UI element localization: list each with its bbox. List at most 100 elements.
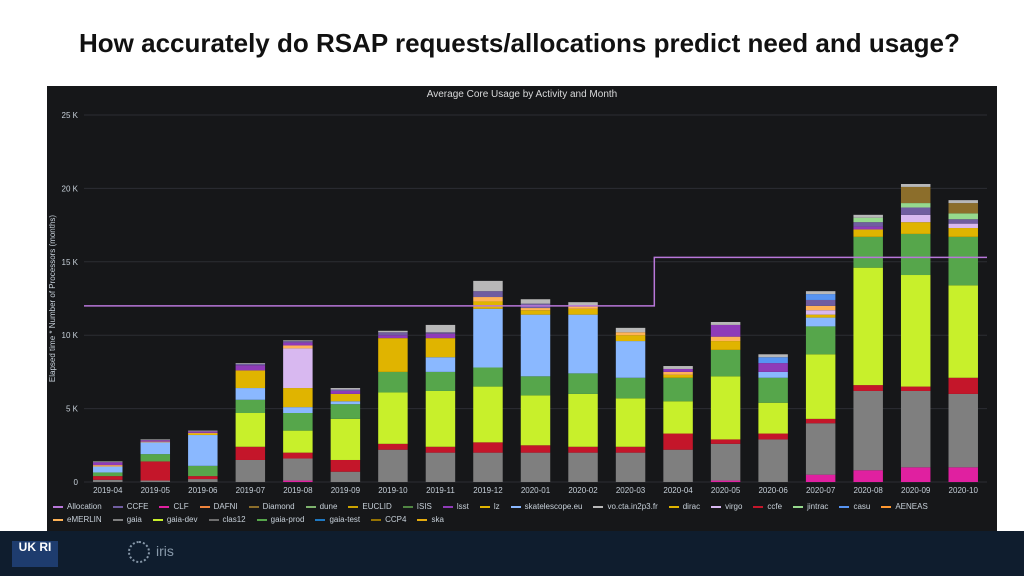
bar-segment-ccfe xyxy=(378,443,408,450)
bar-segment-gaia xyxy=(188,479,218,482)
bar-segment-ccfe xyxy=(758,433,788,440)
legend-label: jintrac xyxy=(807,502,829,511)
bar-segment-gaia xyxy=(140,480,171,482)
bar-segment-gaia xyxy=(853,390,883,471)
legend-item[interactable]: jintrac xyxy=(793,500,828,513)
bar-segment-gaia-prod xyxy=(93,472,123,477)
legend-item[interactable]: CCFE xyxy=(112,500,148,513)
bar-segment-clf xyxy=(948,467,978,482)
bar-segment-skatelescope-eu xyxy=(283,407,313,414)
legend-item[interactable]: gaia xyxy=(112,513,142,526)
bar-segment-gaia-prod xyxy=(948,236,978,286)
bar-segment-emerlin xyxy=(805,305,836,311)
bar-segment-gaia-prod xyxy=(425,371,456,391)
legend-swatch xyxy=(510,505,521,508)
legend-swatch xyxy=(256,518,267,521)
bar-segment-vo-cta-in2p3-fr xyxy=(93,461,123,463)
bar-segment-gaia-prod xyxy=(235,399,266,414)
bar-segment-emerlin xyxy=(283,345,313,349)
bar-segment-vo-cta-in2p3-fr xyxy=(330,388,361,390)
bar-segment-lsst xyxy=(140,440,171,442)
legend-swatch xyxy=(305,505,316,508)
legend-item[interactable]: CCP4 xyxy=(371,513,406,526)
bar-segment-vo-cta-in2p3-fr xyxy=(378,330,408,333)
bar-segment-ccfe xyxy=(948,219,978,224)
slide-title: How accurately do RSAP requests/allocati… xyxy=(79,28,960,58)
legend-swatch xyxy=(315,518,326,521)
bar-segment-ccfe xyxy=(140,461,171,481)
bar-segment-emerlin xyxy=(663,371,693,375)
bar-segment-ccfe xyxy=(425,332,456,334)
bar-segment-dirac xyxy=(188,433,218,436)
bar-segment-ccfe xyxy=(948,377,978,394)
legend-item[interactable]: EUCLID xyxy=(348,500,392,513)
legend-item[interactable]: dune xyxy=(305,500,337,513)
bar-segment-vo-cta-in2p3-fr xyxy=(853,214,883,218)
legend-item[interactable]: ska xyxy=(417,513,444,526)
legend-item[interactable]: gaia-dev xyxy=(152,513,198,526)
legend-item[interactable]: lz xyxy=(479,500,500,513)
legend-item[interactable]: casu xyxy=(839,500,870,513)
legend-item[interactable]: Allocation xyxy=(53,500,102,513)
bar-segment-gaia-prod xyxy=(473,367,503,387)
x-tick-label: 2019-12 xyxy=(473,486,503,495)
bar-segment-jintrac xyxy=(948,213,978,220)
legend-swatch xyxy=(881,505,892,508)
legend-swatch xyxy=(479,505,490,508)
legend-item[interactable]: lsst xyxy=(442,500,469,513)
bar-segment-ccfe xyxy=(283,341,313,343)
legend-item[interactable]: skatelescope.eu xyxy=(510,500,582,513)
bar-segment-casu xyxy=(805,294,836,300)
legend-label: lz xyxy=(493,502,500,511)
bar-segment-virgo xyxy=(948,223,978,229)
bar-segment-lsst xyxy=(283,342,313,346)
bar-segment-dirac xyxy=(615,335,646,342)
legend-item[interactable]: eMERLIN xyxy=(53,513,102,526)
bar-segment-virgo xyxy=(283,348,313,389)
legend-label: EUCLID xyxy=(362,502,392,511)
legend-swatch xyxy=(839,505,850,508)
bar-segment-gaia-prod xyxy=(330,404,361,419)
x-tick-label: 2020-01 xyxy=(521,486,551,495)
legend-label: ccfe xyxy=(767,502,783,511)
bar-segment-ccfe xyxy=(900,207,931,215)
x-tick-label: 2020-06 xyxy=(758,486,788,495)
bar-segment-emerlin xyxy=(188,432,218,434)
legend-item[interactable]: gaia-test xyxy=(315,513,360,526)
legend-item[interactable]: ISIS xyxy=(402,500,432,513)
bar-segment-lsst xyxy=(188,431,218,433)
bar-segment-virgo xyxy=(900,214,931,223)
bar-segment-diamond xyxy=(948,203,978,214)
legend-item[interactable]: Diamond xyxy=(248,500,295,513)
legend-item[interactable]: virgo xyxy=(711,500,742,513)
legend-item[interactable]: gaia-prod xyxy=(256,513,305,526)
legend-swatch xyxy=(402,505,413,508)
legend-item[interactable]: CLF xyxy=(159,500,189,513)
bar-segment-gaia xyxy=(805,423,836,475)
legend-label: casu xyxy=(853,502,871,511)
bar-segment-gaia-dev xyxy=(378,392,408,444)
bar-segment-gaia-dev xyxy=(805,354,836,419)
bar-segment-ccfe xyxy=(900,386,931,391)
legend-item[interactable]: ccfe xyxy=(753,500,782,513)
legend-item[interactable]: DAFNI xyxy=(199,500,238,513)
legend-label: gaia-prod xyxy=(270,515,305,524)
bar-segment-gaia xyxy=(568,452,598,482)
bar-segment-gaia-prod xyxy=(283,413,313,431)
bar-segment-lsst xyxy=(425,333,456,339)
bar-segment-lsst xyxy=(93,462,123,466)
bar-segment-emerlin xyxy=(140,441,171,443)
x-tick-label: 2020-07 xyxy=(806,486,836,495)
legend-item[interactable]: vo.cta.in2p3.fr xyxy=(593,500,658,513)
allocation-line xyxy=(84,256,987,307)
legend-item[interactable]: clas12 xyxy=(208,513,246,526)
bar-segment-ccfe xyxy=(473,291,503,298)
legend-label: AENEAS xyxy=(895,502,928,511)
bar-segment-skatelescope-eu xyxy=(330,401,361,405)
legend-item[interactable]: dirac xyxy=(668,500,700,513)
legend-item[interactable]: AENEAS xyxy=(881,500,928,513)
bar-segment-skatelescope-eu xyxy=(93,466,123,473)
bar-segment-gaia-prod xyxy=(758,377,788,403)
bar-segment-gaia xyxy=(948,393,978,468)
bar-segment-vo-cta-in2p3-fr xyxy=(188,430,218,432)
